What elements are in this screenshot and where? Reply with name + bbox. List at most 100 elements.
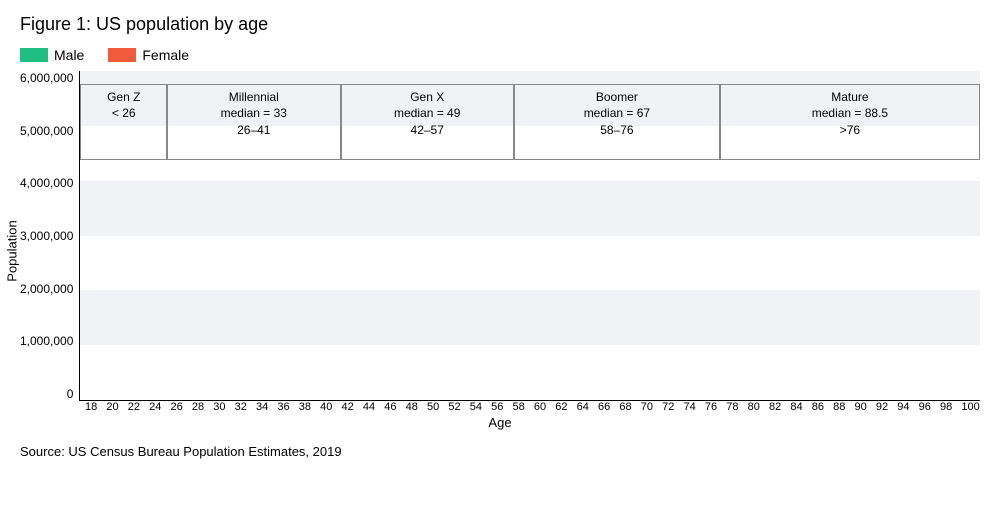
x-tick bbox=[397, 401, 406, 413]
chart-title: Figure 1: US population by age bbox=[20, 14, 980, 35]
y-tick: 3,000,000 bbox=[20, 229, 73, 243]
x-tick: 56 bbox=[491, 401, 503, 413]
y-axis: 6,000,000 5,000,000 4,000,000 3,000,000 2,00… bbox=[20, 71, 79, 401]
legend-item-male: Male bbox=[20, 47, 84, 63]
legend-swatch-male bbox=[20, 48, 48, 62]
x-tick bbox=[268, 401, 277, 413]
x-tick bbox=[439, 401, 448, 413]
x-tick: 34 bbox=[256, 401, 268, 413]
x-tick: 44 bbox=[363, 401, 375, 413]
x-tick bbox=[589, 401, 598, 413]
x-tick bbox=[97, 401, 106, 413]
x-tick bbox=[910, 401, 919, 413]
x-tick bbox=[161, 401, 170, 413]
x-tick: 46 bbox=[384, 401, 396, 413]
x-tick: 48 bbox=[406, 401, 418, 413]
x-tick: 28 bbox=[192, 401, 204, 413]
x-tick: 24 bbox=[149, 401, 161, 413]
x-tick bbox=[867, 401, 876, 413]
x-tick: 94 bbox=[897, 401, 909, 413]
x-tick bbox=[845, 401, 854, 413]
x-tick: 96 bbox=[919, 401, 931, 413]
x-tick: 26 bbox=[171, 401, 183, 413]
x-tick bbox=[482, 401, 491, 413]
legend-swatch-female bbox=[108, 48, 136, 62]
x-tick: 72 bbox=[662, 401, 674, 413]
x-tick: 32 bbox=[235, 401, 247, 413]
x-tick: 88 bbox=[833, 401, 845, 413]
x-tick bbox=[546, 401, 555, 413]
x-tick bbox=[418, 401, 427, 413]
x-tick bbox=[461, 401, 470, 413]
x-tick: 78 bbox=[726, 401, 738, 413]
x-tick bbox=[226, 401, 235, 413]
x-tick bbox=[525, 401, 534, 413]
bars bbox=[80, 71, 980, 400]
x-tick: 92 bbox=[876, 401, 888, 413]
x-tick: 100 bbox=[961, 401, 979, 413]
x-tick: 18 bbox=[85, 401, 97, 413]
x-tick bbox=[183, 401, 192, 413]
legend: Male Female bbox=[20, 47, 980, 63]
legend-label-female: Female bbox=[142, 47, 189, 63]
x-tick: 76 bbox=[705, 401, 717, 413]
x-tick: 84 bbox=[790, 401, 802, 413]
x-tick bbox=[653, 401, 662, 413]
x-tick: 66 bbox=[598, 401, 610, 413]
x-tick bbox=[674, 401, 683, 413]
x-tick: 98 bbox=[940, 401, 952, 413]
y-axis-label: Population bbox=[5, 220, 20, 281]
source-text: Source: US Census Bureau Population Esti… bbox=[20, 444, 980, 459]
y-tick: 1,000,000 bbox=[20, 334, 73, 348]
x-tick bbox=[140, 401, 149, 413]
x-tick: 62 bbox=[555, 401, 567, 413]
x-tick: 60 bbox=[534, 401, 546, 413]
x-tick bbox=[717, 401, 726, 413]
plot-area: Gen Z< 26Millennialmedian = 3326–41Gen X… bbox=[79, 71, 980, 401]
y-tick: 0 bbox=[67, 387, 74, 401]
y-tick: 4,000,000 bbox=[20, 176, 73, 190]
x-tick bbox=[696, 401, 705, 413]
x-tick: 40 bbox=[320, 401, 332, 413]
x-tick bbox=[760, 401, 769, 413]
x-tick: 54 bbox=[470, 401, 482, 413]
x-tick: 50 bbox=[427, 401, 439, 413]
x-tick: 70 bbox=[641, 401, 653, 413]
x-tick: 74 bbox=[684, 401, 696, 413]
x-tick: 68 bbox=[619, 401, 631, 413]
legend-label-male: Male bbox=[54, 47, 84, 63]
x-tick bbox=[354, 401, 363, 413]
x-tick bbox=[119, 401, 128, 413]
y-tick: 2,000,000 bbox=[20, 282, 73, 296]
x-tick bbox=[952, 401, 961, 413]
x-tick: 82 bbox=[769, 401, 781, 413]
x-tick bbox=[503, 401, 512, 413]
x-tick: 58 bbox=[513, 401, 525, 413]
x-tick bbox=[888, 401, 897, 413]
x-tick bbox=[247, 401, 256, 413]
x-tick bbox=[332, 401, 341, 413]
x-tick bbox=[290, 401, 299, 413]
x-tick bbox=[204, 401, 213, 413]
x-tick: 90 bbox=[855, 401, 867, 413]
x-tick: 52 bbox=[448, 401, 460, 413]
x-tick bbox=[803, 401, 812, 413]
x-tick: 20 bbox=[106, 401, 118, 413]
x-tick: 22 bbox=[128, 401, 140, 413]
x-tick: 42 bbox=[342, 401, 354, 413]
x-axis: 1820222426283032343638404244464850525456… bbox=[85, 401, 980, 413]
y-tick: 5,000,000 bbox=[20, 124, 73, 138]
x-tick: 64 bbox=[577, 401, 589, 413]
x-tick bbox=[610, 401, 619, 413]
x-tick: 86 bbox=[812, 401, 824, 413]
x-tick bbox=[375, 401, 384, 413]
y-tick: 6,000,000 bbox=[20, 71, 73, 85]
x-tick bbox=[568, 401, 577, 413]
chart: Population 6,000,0005,000,0004,000,0003,… bbox=[20, 71, 980, 430]
x-tick bbox=[824, 401, 833, 413]
x-tick: 80 bbox=[748, 401, 760, 413]
x-tick bbox=[311, 401, 320, 413]
x-tick bbox=[632, 401, 641, 413]
legend-item-female: Female bbox=[108, 47, 189, 63]
x-tick: 38 bbox=[299, 401, 311, 413]
